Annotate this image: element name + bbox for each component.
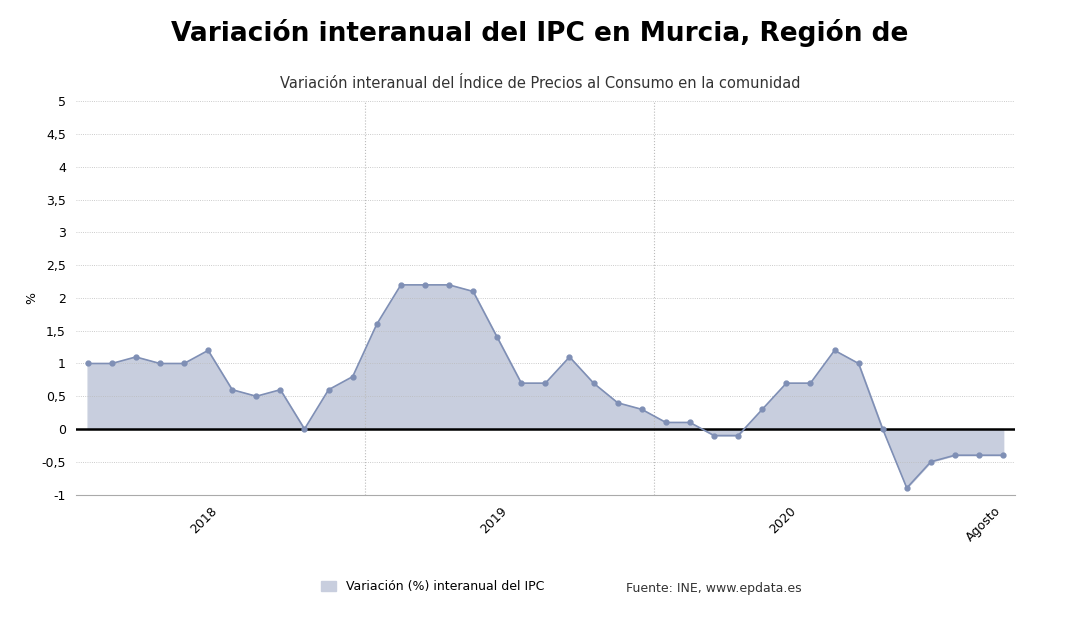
Text: Fuente: INE, www.epdata.es: Fuente: INE, www.epdata.es [626, 582, 802, 595]
Legend: Variación (%) interanual del IPC: Variación (%) interanual del IPC [316, 575, 550, 598]
Text: Variación interanual del IPC en Murcia, Región de: Variación interanual del IPC en Murcia, … [172, 19, 908, 47]
Text: Variación interanual del Índice de Precios al Consumo en la comunidad: Variación interanual del Índice de Preci… [280, 76, 800, 91]
Y-axis label: %: % [26, 292, 39, 304]
